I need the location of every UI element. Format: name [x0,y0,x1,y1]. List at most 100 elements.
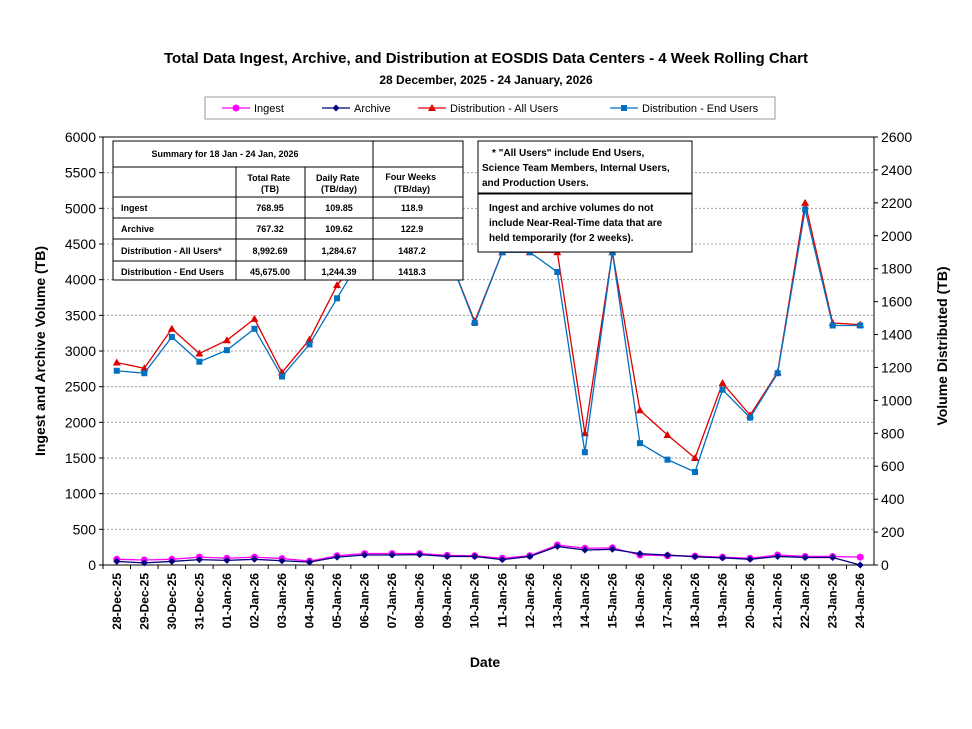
data-point-archive [663,551,671,559]
y-tick-label-left: 5500 [65,165,96,181]
x-tick-label: 22-Jan-26 [798,573,812,629]
x-tick-label: 02-Jan-26 [247,573,261,629]
y-tick-label-right: 2600 [881,129,912,145]
data-point-distribution-end-users [636,440,643,447]
data-point-distribution-all-users [663,430,672,438]
y-tick-label-left: 500 [73,521,97,537]
table-cell-four-weeks: 1418.3 [398,267,426,277]
data-point-distribution-end-users [719,386,726,393]
data-point-archive [526,552,534,560]
x-tick-label: 15-Jan-26 [605,573,619,629]
legend-marker-archive [332,104,340,112]
data-point-archive [416,551,424,559]
data-point-archive [333,553,341,561]
data-point-distribution-end-users [168,334,175,341]
table-cell-four-weeks: 118.9 [401,203,423,213]
x-tick-label: 10-Jan-26 [468,573,482,629]
y-axis-right-title: Volume Distributed (TB) [934,266,950,425]
legend-label-distribution-all-users: Distribution - All Users [450,103,559,115]
data-point-distribution-end-users [829,322,836,329]
data-point-archive [691,553,699,561]
x-tick-label: 17-Jan-26 [660,573,674,629]
data-point-distribution-end-users [857,322,864,329]
y-tick-label-right: 800 [881,425,905,441]
x-tick-label: 03-Jan-26 [275,573,289,629]
data-point-archive [140,559,148,567]
table-row-label: Archive [121,224,154,234]
y-tick-label-right: 0 [881,557,889,573]
svg-text:* "All Users" include End User: * "All Users" include End Users, Science… [482,148,672,189]
data-point-archive [195,556,203,564]
data-point-archive [553,542,561,550]
data-point-distribution-all-users [250,314,259,322]
table-cell-daily: 1,244.39 [321,267,356,277]
table-row-label: Distribution - End Users [121,267,224,277]
x-tick-label: 04-Jan-26 [303,573,317,629]
y-tick-label-right: 1400 [881,327,912,343]
y-tick-label-right: 600 [881,458,905,474]
y-tick-label-left: 3000 [65,343,96,359]
data-point-distribution-end-users [471,320,478,327]
data-point-distribution-end-users [664,456,671,463]
data-point-distribution-all-users [195,349,204,357]
note-near-real-time: Ingest and archive volumes do not includ… [477,193,693,253]
y-tick-label-right: 2000 [881,228,912,244]
data-point-distribution-end-users [196,358,203,365]
data-point-archive [278,557,286,565]
x-tick-label: 12-Jan-26 [523,573,537,629]
x-tick-label: 31-Dec-25 [192,573,206,630]
y-tick-label-right: 1200 [881,359,912,375]
x-tick-label: 09-Jan-26 [440,573,454,629]
summary-table: Summary for 18 Jan - 24 Jan, 2026 Total … [112,140,464,281]
x-tick-label: 13-Jan-26 [550,573,564,629]
data-point-distribution-all-users [801,198,810,206]
data-point-archive [168,557,176,565]
table-cell-daily: 109.62 [325,224,353,234]
x-tick-label: 18-Jan-26 [688,573,702,629]
data-point-distribution-all-users [222,336,231,344]
data-point-distribution-all-users [691,454,700,461]
data-point-distribution-all-users [635,406,644,414]
table-cell-total: 45,675.00 [250,267,290,277]
y-tick-label-right: 2400 [881,162,912,178]
data-point-archive [388,551,396,559]
y-tick-label-left: 6000 [65,129,96,145]
x-tick-label: 19-Jan-26 [716,573,730,629]
svg-text:Ingest and archive volumes do: Ingest and archive volumes do not includ… [489,203,665,244]
x-axis-title: Date [470,654,501,670]
data-point-distribution-end-users [802,206,809,213]
data-point-distribution-all-users [333,281,342,289]
data-point-archive [829,554,837,562]
series-line-ingest [116,544,861,562]
data-point-archive [581,546,589,554]
data-point-distribution-end-users [747,414,754,421]
y-tick-label-left: 1000 [65,486,96,502]
data-point-archive [608,545,616,553]
data-point-archive [361,551,369,559]
data-point-distribution-end-users [223,347,230,354]
x-tick-label: 20-Jan-26 [743,573,757,629]
table-cell-daily: 1,284.67 [321,246,356,256]
legend-marker-distribution-end-users [621,105,627,111]
legend-marker-ingest [232,104,240,112]
data-point-distribution-end-users [278,373,285,380]
x-tick-label: 07-Jan-26 [385,573,399,629]
y-tick-label-right: 400 [881,491,905,507]
y-tick-label-left: 5000 [65,200,96,216]
legend-label-ingest: Ingest [254,103,284,115]
data-point-distribution-end-users [334,295,341,302]
chart-title: Total Data Ingest, Archive, and Distribu… [163,50,808,67]
table-cell-total: 768.95 [256,203,284,213]
y-tick-label-right: 1000 [881,392,912,408]
legend: Ingest Archive Distribution - All Users Dis… [204,96,776,120]
y-axis-right: 0 200 400 600 800 1000 1200 1400 1600 1800 2000 220… [874,129,912,573]
y-tick-label-left: 2500 [65,379,96,395]
data-point-distribution-end-users [113,367,120,374]
x-tick-label: 29-Dec-25 [137,573,151,630]
data-point-archive [306,558,314,566]
col-header-total: Total Rate (TB) [247,173,292,194]
x-tick-label: 30-Dec-25 [165,573,179,630]
x-tick-label: 05-Jan-26 [330,573,344,629]
table-cell-four-weeks: 1487.2 [398,246,426,256]
